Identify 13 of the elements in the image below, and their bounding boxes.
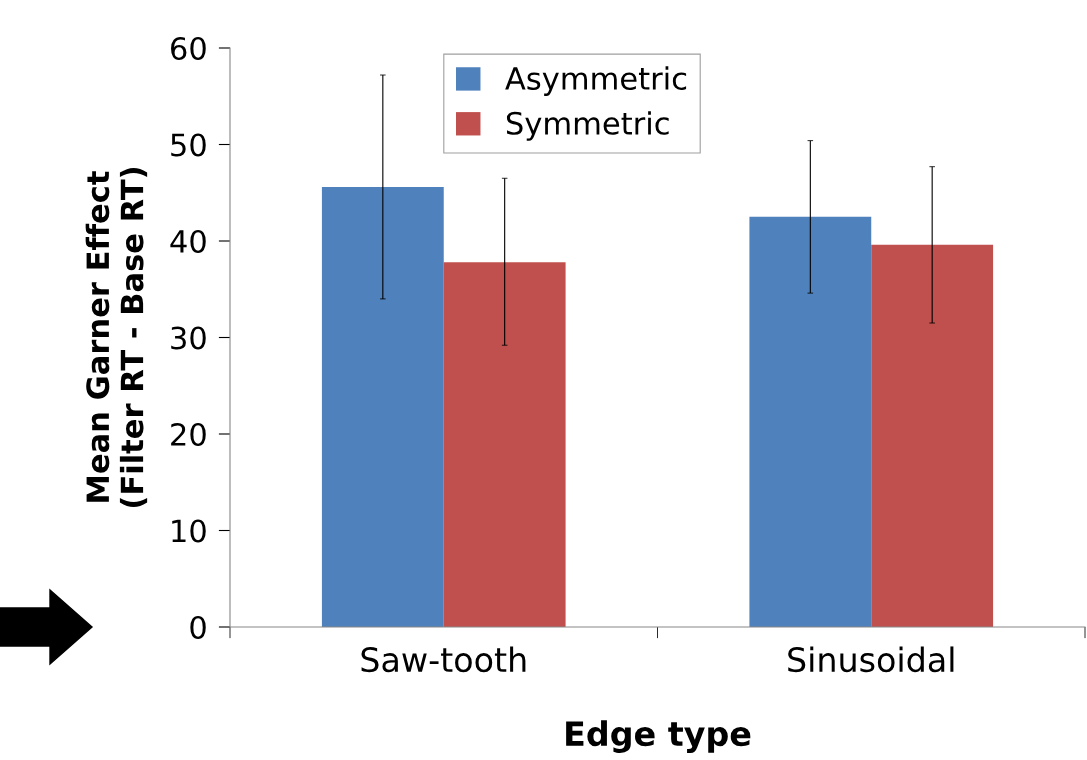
y-tick-label: 10 (172, 519, 206, 543)
y-tick-label: 0 (190, 615, 206, 640)
legend-label: Asymmetric (505, 66, 687, 96)
x-tick-label: Sinusoidal (788, 646, 954, 673)
x-tick-label: Saw-tooth (361, 646, 526, 673)
x-axis-title: Edge type (566, 720, 751, 753)
y-tick-label: 50 (171, 133, 206, 157)
y-axis-title: Mean Garner Effect (Filter RT - Base RT) (85, 168, 148, 507)
y-tick-label: 40 (170, 229, 206, 254)
legend-label: Symmetric (506, 111, 669, 141)
y-tick-label: 30 (171, 326, 206, 350)
y-tick-label: 20 (171, 422, 206, 447)
y-tick-label: 60 (171, 36, 206, 61)
